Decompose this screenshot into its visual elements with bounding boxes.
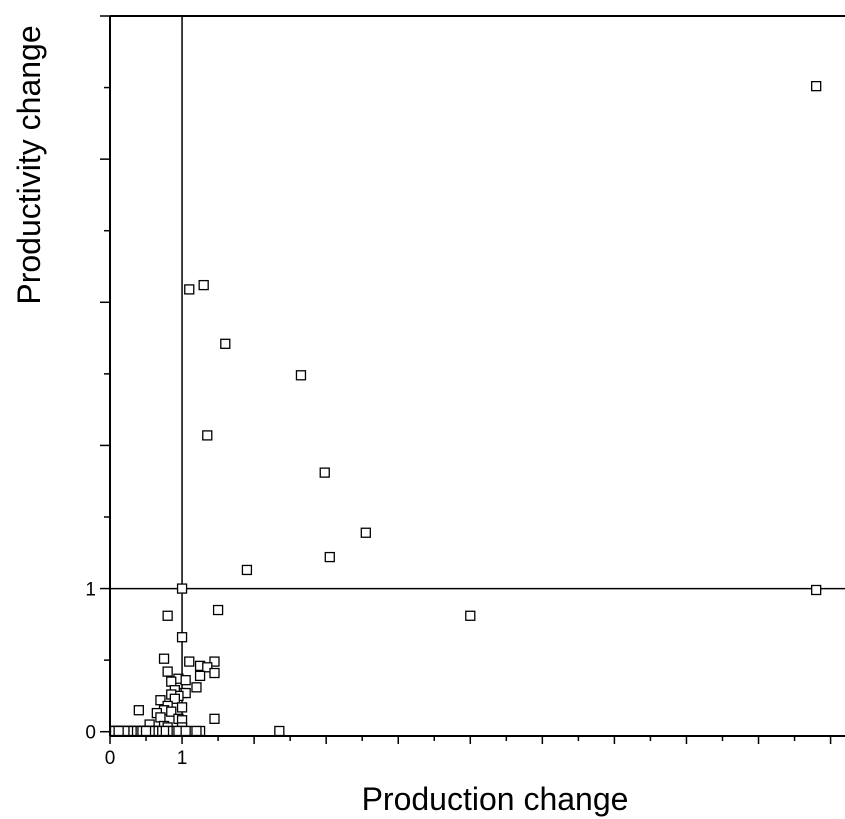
reference-lines bbox=[110, 16, 845, 736]
data-point bbox=[191, 725, 202, 737]
data-point bbox=[212, 604, 224, 616]
data-point bbox=[176, 632, 188, 643]
data-point bbox=[198, 279, 209, 291]
data-point bbox=[811, 80, 822, 92]
data-point bbox=[191, 682, 202, 693]
data-point bbox=[811, 584, 822, 596]
y-axis-title: Productivity change bbox=[11, 25, 47, 304]
x-tick-label: 0 bbox=[105, 748, 116, 769]
data-point bbox=[158, 653, 170, 664]
data-point bbox=[295, 370, 307, 381]
plot-frame bbox=[109, 15, 845, 737]
x-tick-label: 1 bbox=[177, 748, 188, 769]
x-axis-title: Production change bbox=[362, 781, 629, 817]
y-axis-ticks bbox=[100, 15, 110, 733]
data-point bbox=[176, 702, 188, 713]
data-point bbox=[169, 693, 181, 704]
y-tick-labels: 01 bbox=[85, 580, 96, 744]
data-point bbox=[155, 712, 166, 723]
x-axis-ticks bbox=[109, 736, 832, 744]
data-point bbox=[162, 610, 173, 621]
data-point bbox=[176, 583, 188, 594]
data-point bbox=[202, 662, 213, 673]
data-point bbox=[166, 706, 177, 717]
data-point bbox=[166, 676, 177, 687]
data-point bbox=[209, 667, 220, 679]
y-tick-label: 0 bbox=[85, 723, 96, 744]
data-point bbox=[324, 551, 335, 563]
data-point bbox=[209, 713, 220, 724]
data-point bbox=[180, 675, 191, 686]
data-point bbox=[194, 670, 206, 682]
data-point bbox=[140, 725, 152, 737]
y-tick-label: 1 bbox=[85, 580, 96, 601]
data-point bbox=[209, 656, 220, 667]
data-point bbox=[113, 725, 124, 737]
data-point bbox=[155, 695, 166, 706]
data-point bbox=[274, 725, 285, 737]
data-point bbox=[220, 338, 231, 349]
data-point bbox=[202, 430, 213, 441]
data-point bbox=[184, 284, 195, 295]
data-point bbox=[162, 666, 173, 677]
data-point bbox=[184, 656, 195, 667]
data-point bbox=[180, 725, 191, 737]
data-point bbox=[319, 467, 330, 478]
data-point bbox=[360, 527, 371, 538]
data-point bbox=[465, 610, 476, 621]
data-points bbox=[109, 80, 822, 737]
data-point bbox=[241, 564, 253, 576]
data-point bbox=[133, 705, 144, 716]
